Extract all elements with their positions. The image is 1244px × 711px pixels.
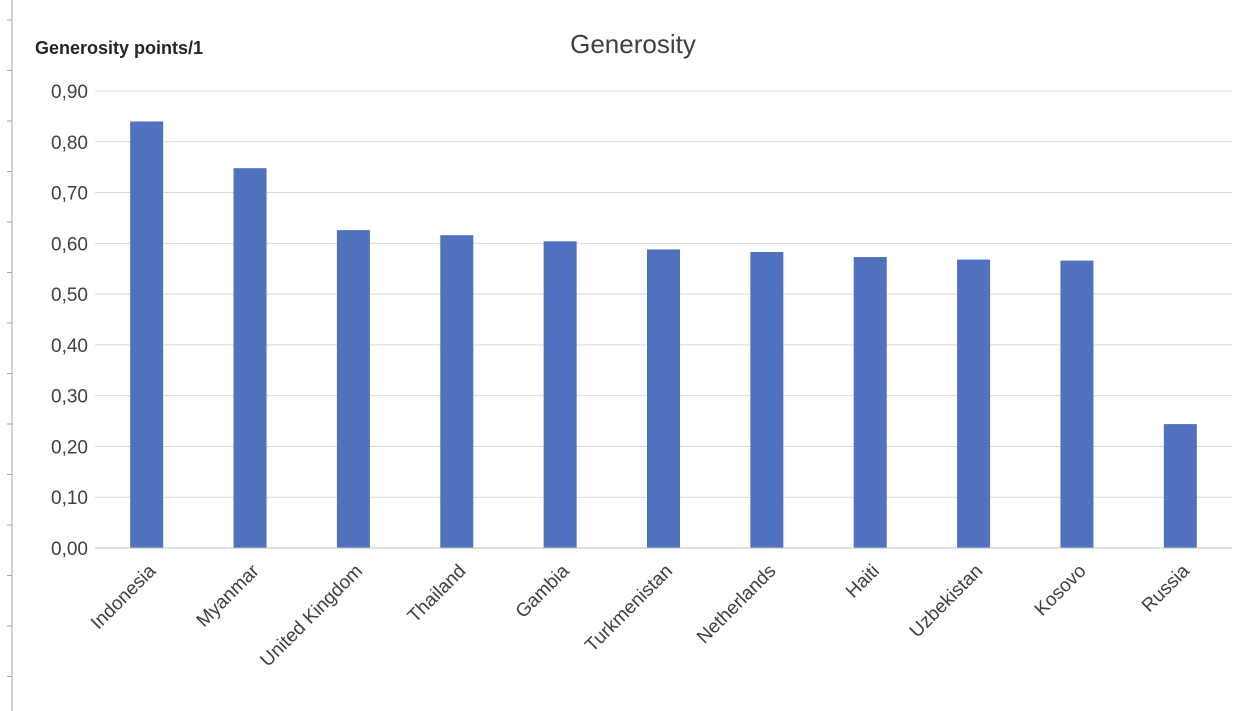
category-label: Myanmar [193,560,264,631]
bar [853,257,887,548]
bar [750,251,784,548]
category-label: Indonesia [87,560,160,633]
category-label: Turkmenistan [581,561,677,657]
bar [543,241,577,549]
y-tick-labels: 0,00 0,10 0,20 0,30 0,40 0,50 0,60 0,70 0,80 0,90 [51,82,88,560]
y-tick-label: 0,30 [51,387,88,408]
y-tick-label: 0,60 [51,234,88,255]
category-label: Gambia [512,560,574,622]
left-frame-ticks [7,19,12,677]
category-label: Netherlands [693,561,780,648]
y-tick-label: 0,00 [51,539,88,560]
y-tick-label: 0,70 [51,184,88,205]
category-label: Russia [1138,560,1194,616]
bar [130,121,164,548]
category-label: Haiti [842,561,884,603]
y-tick-label: 0,80 [51,133,88,154]
category-label: Kosovo [1031,561,1091,621]
bar [1060,260,1094,548]
bar [1163,424,1197,548]
bar [336,230,370,548]
category-label: United Kingdom [256,561,366,671]
bar [440,235,474,548]
y-tick-label: 0,10 [51,488,88,509]
bar [957,259,991,548]
bar [233,168,267,548]
y-axis-label: Generosity points/1 [35,38,203,58]
bars [130,121,1197,549]
category-label: Uzbekistan [906,561,987,642]
y-tick-label: 0,50 [51,285,88,306]
y-tick-label: 0,40 [51,336,88,357]
bar [647,249,680,548]
y-tick-label: 0,90 [51,82,88,103]
category-label: Thailand [404,561,470,627]
chart-title: Generosity [570,29,696,59]
y-tick-label: 0,20 [51,437,88,458]
